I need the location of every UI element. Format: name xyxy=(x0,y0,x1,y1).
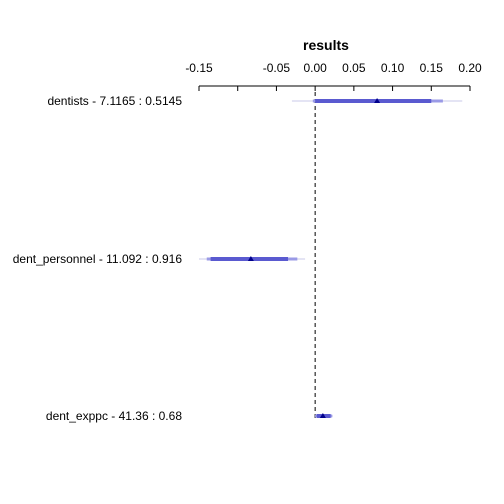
estimate-marker xyxy=(319,413,326,418)
estimate-marker xyxy=(247,256,254,261)
x-tick-label: 0.20 xyxy=(458,61,482,75)
x-axis: -0.15 -0.05 0.00 0.05 0.10 0.15 0.20 xyxy=(185,61,482,91)
row-label: dent_exppc - 41.36 : 0.68 xyxy=(46,409,182,423)
row: dent_personnel - 11.092 : 0.916 xyxy=(13,252,306,266)
x-tick-label: 0.10 xyxy=(381,61,405,75)
rows: dentists - 7.1165 : 0.5145 dent_personnel… xyxy=(13,94,463,423)
x-tick-label: 0.05 xyxy=(342,61,366,75)
chart-title: results xyxy=(303,37,349,53)
x-tick-label: -0.15 xyxy=(185,61,213,75)
x-tick-label: 0.15 xyxy=(420,61,444,75)
row: dent_exppc - 41.36 : 0.68 xyxy=(46,409,333,423)
row: dentists - 7.1165 : 0.5145 xyxy=(47,94,463,108)
row-label: dentists - 7.1165 : 0.5145 xyxy=(47,94,182,108)
estimate-marker xyxy=(374,98,381,103)
x-tick-label: -0.05 xyxy=(263,61,291,75)
row-label: dent_personnel - 11.092 : 0.916 xyxy=(13,252,183,266)
x-tick-label: 0.00 xyxy=(303,61,327,75)
